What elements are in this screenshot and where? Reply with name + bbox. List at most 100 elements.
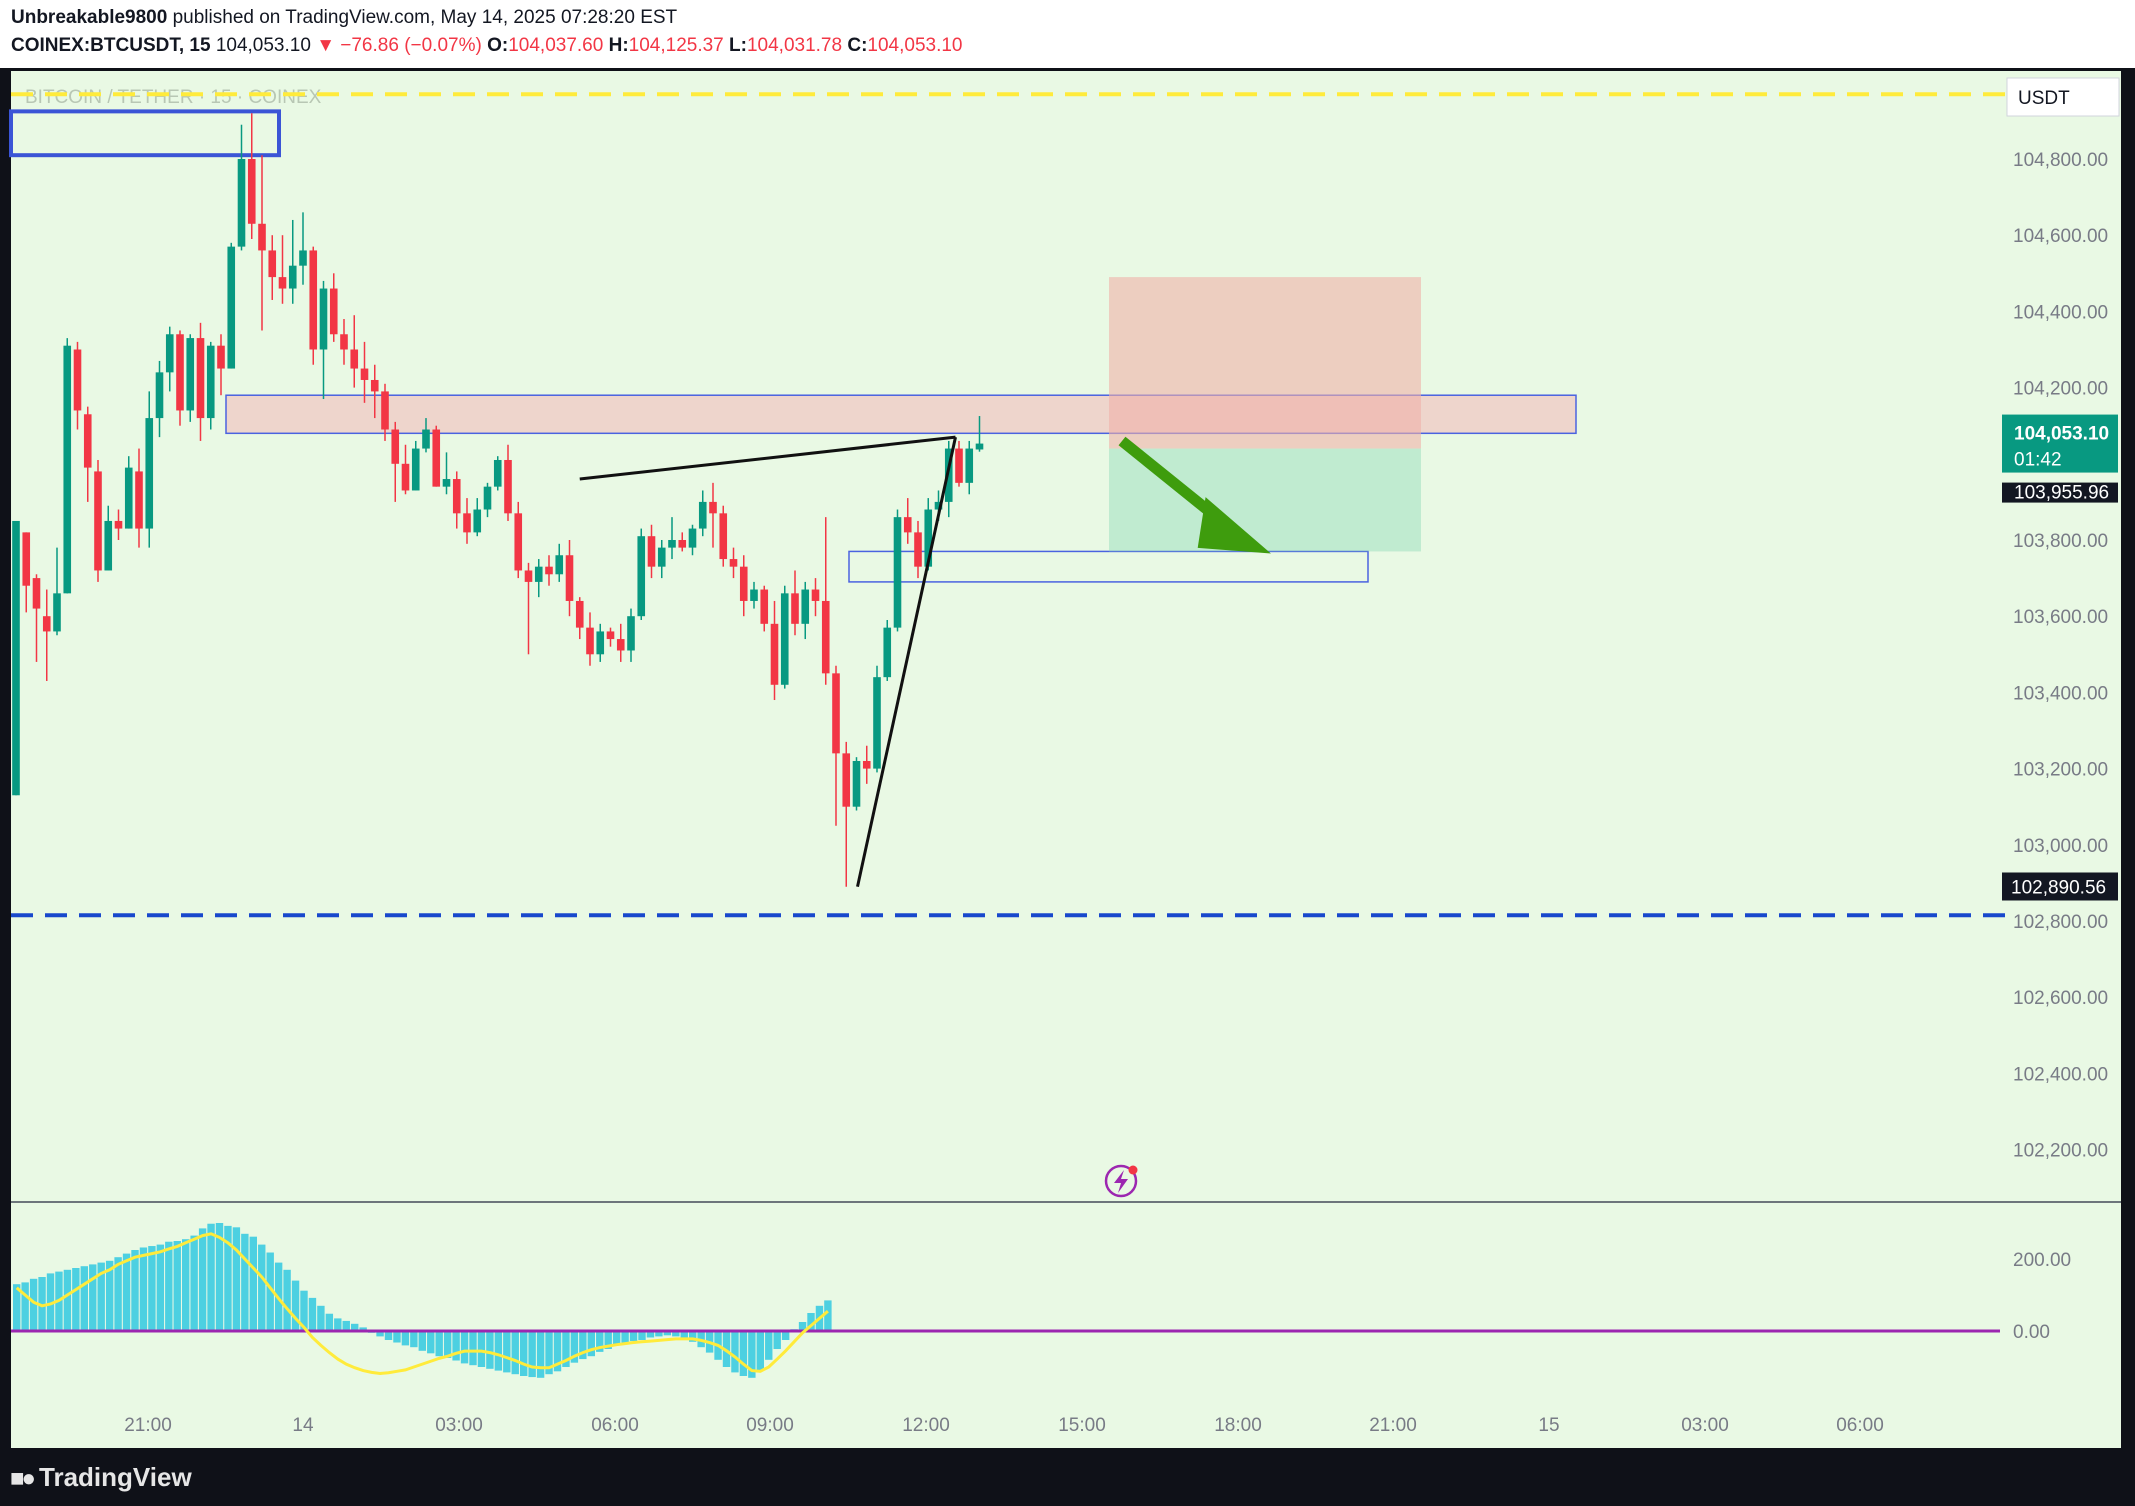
candle-body (606, 631, 615, 640)
histogram-bar (638, 1331, 646, 1340)
candle (811, 578, 820, 617)
candle-body (42, 616, 51, 632)
histogram-bar (427, 1331, 435, 1354)
candle-body (657, 547, 666, 567)
candle-body (862, 760, 871, 769)
candle-body (452, 479, 461, 514)
candle-body (176, 334, 184, 411)
candle-body (596, 631, 605, 655)
price-tick-label: 103,200.00 (2013, 760, 2108, 781)
histogram-bar (258, 1244, 266, 1331)
candle-body (124, 467, 133, 529)
tradingview-logo[interactable]: ■● TradingView (10, 1462, 192, 1493)
candle (637, 528, 646, 621)
candle-body (852, 760, 861, 807)
histogram-bar (317, 1305, 325, 1331)
candle-body (32, 578, 41, 609)
candle (750, 581, 758, 609)
candle-body (873, 677, 881, 769)
histogram-bar (528, 1331, 536, 1378)
candle-body (647, 536, 656, 567)
histogram-bar (89, 1264, 97, 1331)
publish-info: Unbreakable9800 published on TradingView… (11, 7, 677, 29)
histogram-bar (587, 1331, 595, 1357)
currency-label: USDT (2018, 88, 2070, 109)
candle (545, 555, 553, 586)
candle (73, 341, 82, 430)
candle-body (637, 536, 646, 617)
indicator-axis[interactable]: 200.00 0.00 (2013, 1250, 2071, 1343)
candle-body (196, 338, 205, 419)
candle-body (391, 429, 400, 464)
close-value: 104,053.10 (867, 35, 963, 56)
current-price-badge[interactable] (2002, 414, 2118, 473)
candle-body (729, 559, 738, 567)
histogram-bar (207, 1223, 215, 1331)
histogram-bar (612, 1331, 621, 1346)
candle (903, 498, 912, 544)
candle (914, 520, 922, 579)
histogram-bar (114, 1257, 122, 1331)
candle (63, 338, 72, 594)
candle (104, 505, 113, 571)
demand-box[interactable] (848, 550, 1369, 583)
histogram-bar (570, 1331, 579, 1363)
candle (493, 456, 502, 491)
candle (442, 452, 451, 495)
candle-body (914, 532, 922, 567)
chart-area[interactable]: BITCOIN / TETHER · 15 · COINEX (0, 68, 2135, 1448)
candle-body (288, 265, 297, 289)
down-arrow-annotation[interactable] (1118, 436, 1271, 554)
high-value: 104,125.37 (628, 35, 724, 56)
top-zone-box[interactable] (9, 109, 281, 158)
candle (268, 235, 277, 300)
histogram-bar (156, 1244, 165, 1331)
candle-body (247, 159, 256, 224)
low-price-badge[interactable] (2002, 872, 2118, 901)
candle-body (821, 600, 830, 674)
candle (278, 235, 287, 304)
candle-body (22, 532, 31, 586)
candle (534, 559, 543, 598)
price-axis[interactable]: USDT 104,800.00 104,600.00 104,400.00 104,2… (2002, 77, 2120, 1162)
candle-body (12, 520, 20, 796)
stop-loss-zone[interactable] (1109, 277, 1421, 449)
candle-body (411, 448, 420, 491)
histogram-bar (486, 1331, 494, 1369)
candle-body (53, 593, 61, 632)
candle-body (975, 443, 984, 450)
candle (780, 585, 789, 689)
histogram-bar (452, 1331, 460, 1361)
candle (360, 341, 369, 403)
candle (975, 416, 984, 452)
candle (770, 600, 779, 701)
currency-box[interactable] (2006, 77, 2120, 117)
price-tick-label: 103,600.00 (2013, 607, 2108, 628)
open-value: 104,037.60 (508, 35, 604, 56)
candle (329, 273, 338, 342)
time-axis[interactable]: 21:00 14 03:00 06:00 09:00 12:00 15:00 18:00 21:… (124, 1415, 1884, 1436)
price-chart[interactable]: BITCOIN / TETHER · 15 · COINEX (0, 68, 2135, 1448)
candle-body (709, 501, 717, 514)
time-tick-label: 09:00 (746, 1415, 794, 1436)
candle-body (237, 159, 246, 247)
candle-body (934, 501, 943, 510)
candle-body (360, 368, 369, 380)
author-name[interactable]: Unbreakable9800 (11, 7, 168, 28)
candle-body (493, 459, 502, 487)
candle (288, 219, 297, 304)
candle (883, 620, 892, 681)
candle-body (329, 288, 338, 335)
wedge-upper-trendline[interactable] (579, 435, 956, 481)
candle (832, 665, 840, 826)
candle (955, 440, 963, 487)
candle-body (442, 479, 451, 487)
histogram-bar (443, 1331, 452, 1358)
time-tick-label: 03:00 (435, 1415, 483, 1436)
histogram-bar (29, 1278, 38, 1331)
wedge-lower-trendline[interactable] (856, 436, 957, 888)
candle-body (842, 753, 851, 807)
time-tick-label: 06:00 (1836, 1415, 1884, 1436)
histogram-bar (393, 1331, 401, 1343)
alert-icon[interactable] (1104, 1164, 1138, 1198)
